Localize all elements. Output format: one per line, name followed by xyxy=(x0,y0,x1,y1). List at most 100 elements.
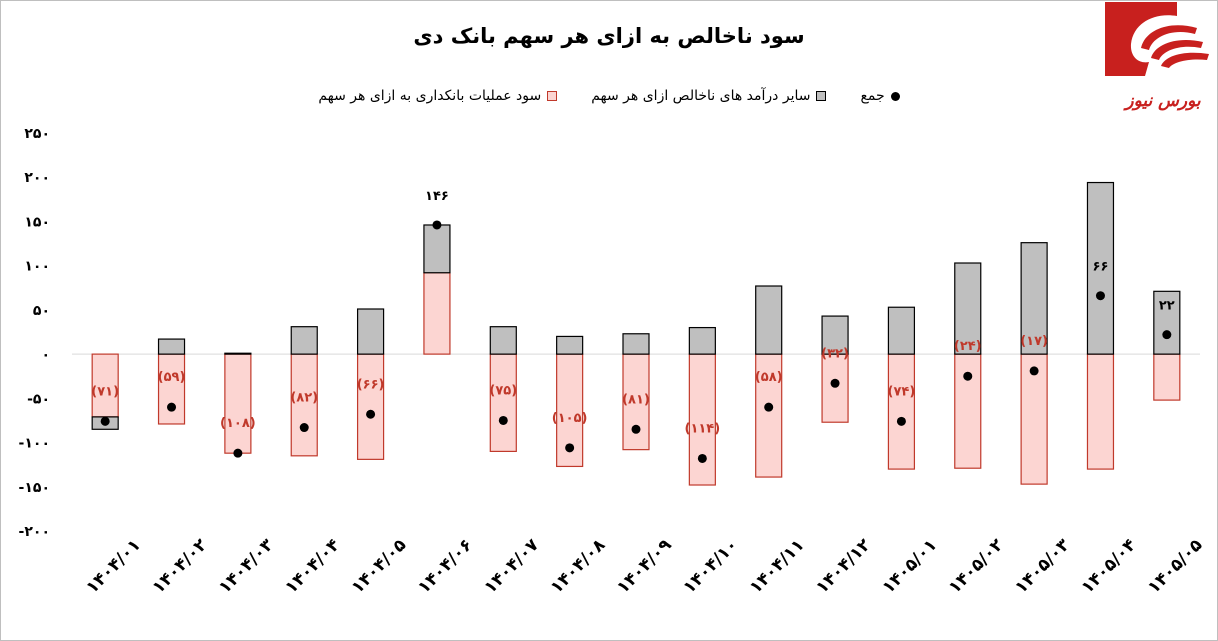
ops-data-label: (۵۸) xyxy=(755,370,783,385)
total-point xyxy=(631,424,641,434)
y-tick-label: ۱۰۰ xyxy=(24,259,50,275)
bar-banking-ops xyxy=(356,353,385,460)
y-tick-label: ۱۵۰ xyxy=(24,214,50,230)
bar-other-income xyxy=(688,326,716,355)
x-category-label: ۱۴۰۴/۰۲ xyxy=(149,535,212,598)
bar-banking-ops xyxy=(887,353,916,470)
x-category-label: ۱۴۰۴/۰۸ xyxy=(547,535,610,598)
bar-banking-ops xyxy=(423,272,451,355)
ops-data-label: (۸۱) xyxy=(622,392,650,407)
x-category-label: ۱۴۰۵/۰۳ xyxy=(1011,535,1074,598)
bar-banking-ops xyxy=(688,353,716,486)
logo-text: بورس نیوز xyxy=(1122,91,1201,111)
total-point xyxy=(1095,291,1105,301)
x-category-label: ۱۴۰۴/۰۴ xyxy=(281,535,344,598)
x-category-label: ۱۴۰۵/۰۴ xyxy=(1078,535,1141,598)
bar-other-income xyxy=(1020,242,1048,355)
x-category-label: ۱۴۰۵/۰۵ xyxy=(1144,535,1207,598)
total-point xyxy=(1162,330,1172,340)
x-category-label: ۱۴۰۴/۰۹ xyxy=(613,535,676,598)
total-point xyxy=(366,409,376,419)
total-point xyxy=(830,378,840,388)
total-point xyxy=(432,220,442,230)
y-tick-label: -۱۵۰ xyxy=(19,480,50,496)
y-tick-label: -۱۰۰ xyxy=(19,436,50,452)
ops-data-label: (۵۹) xyxy=(158,370,186,385)
y-tick-label: ۵۰ xyxy=(33,303,50,319)
bar-other-income xyxy=(290,326,318,355)
bar-other-income xyxy=(622,333,650,355)
x-category-label: ۱۴۰۴/۱۰ xyxy=(680,535,743,598)
total-point xyxy=(764,402,774,412)
bar-banking-ops xyxy=(290,353,318,457)
ops-data-label: (۷۴) xyxy=(888,384,916,399)
logo-mark xyxy=(1105,2,1177,76)
x-category-label: ۱۴۰۴/۰۳ xyxy=(215,535,278,598)
bar-other-income xyxy=(224,352,252,355)
ops-data-label: (۷۱) xyxy=(91,384,119,399)
bar-other-income xyxy=(489,326,517,355)
bar-other-income xyxy=(423,224,451,274)
ops-data-label: (۳۲) xyxy=(821,346,849,361)
legend-swatch-total xyxy=(890,91,900,101)
bar-other-income xyxy=(1086,181,1115,355)
legend-label-other-income: سایر درآمد های ناخالص ازای هر سهم xyxy=(591,88,811,104)
chart-title: سود ناخالص به ازای هر سهم بانک دی xyxy=(413,24,805,48)
total-point xyxy=(565,443,575,453)
x-category-label: ۱۴۰۴/۰۱ xyxy=(82,535,145,598)
total-point xyxy=(498,415,508,425)
bar-banking-ops xyxy=(954,353,982,469)
logo-swoosh-2 xyxy=(1151,39,1203,60)
legend-item-banking-ops: سود عملیات بانکداری به ازای هر سهم xyxy=(318,88,558,104)
ops-data-label: (۸۲) xyxy=(290,391,318,406)
logo-swoosh-1 xyxy=(1141,25,1197,50)
bar-other-income xyxy=(556,335,584,355)
bar-banking-ops xyxy=(224,353,252,454)
x-category-label: ۱۴۰۴/۰۶ xyxy=(414,535,477,598)
bar-banking-ops xyxy=(1153,353,1181,401)
bar-banking-ops xyxy=(1020,353,1048,485)
y-tick-label: ۰ xyxy=(41,347,50,363)
legend: جمع سایر درآمد های ناخالص ازای هر سهم سو… xyxy=(0,88,1218,104)
legend-swatch-other-income xyxy=(816,91,827,101)
total-point xyxy=(100,416,110,426)
ops-data-label: (۱۷) xyxy=(1020,334,1048,349)
total-point xyxy=(167,402,177,412)
total-data-label: ۱۴۶ xyxy=(425,189,449,204)
legend-swatch-banking-ops xyxy=(547,91,558,101)
bar-other-income xyxy=(755,285,783,355)
ops-data-label: (۱۰۸) xyxy=(220,416,256,431)
x-category-label: ۱۴۰۴/۱۲ xyxy=(812,535,875,598)
bar-other-income xyxy=(356,308,385,355)
total-point xyxy=(963,371,973,381)
total-point xyxy=(896,416,906,426)
bar-other-income xyxy=(1153,290,1181,355)
bar-banking-ops xyxy=(1086,353,1115,470)
y-tick-label: -۵۰ xyxy=(27,391,50,407)
x-category-label: ۱۴۰۵/۰۱ xyxy=(879,535,942,598)
legend-label-total: جمع xyxy=(860,88,885,104)
ops-data-label: (۲۴) xyxy=(954,339,982,354)
legend-item-total: جمع xyxy=(860,88,900,104)
total-point xyxy=(697,453,707,463)
y-tick-label: -۲۰۰ xyxy=(19,524,50,540)
bourse-news-logo: بورس نیوز xyxy=(1105,2,1209,111)
total-data-label: ۲۲ xyxy=(1159,299,1175,314)
ops-data-label: (۶۶) xyxy=(357,377,385,392)
legend-item-other-income: سایر درآمد های ناخالص ازای هر سهم xyxy=(591,88,827,104)
logo-swoosh-3 xyxy=(1161,52,1209,68)
ops-data-label: (۱۰۵) xyxy=(552,411,588,426)
y-tick-label: ۲۰۰ xyxy=(24,170,50,186)
bar-other-income xyxy=(954,262,982,355)
bar-banking-ops xyxy=(755,353,783,478)
x-category-label: ۱۴۰۵/۰۲ xyxy=(945,535,1008,598)
legend-label-banking-ops: سود عملیات بانکداری به ازای هر سهم xyxy=(318,88,542,104)
bar-other-income xyxy=(157,338,186,355)
bar-banking-ops xyxy=(157,353,186,425)
total-point xyxy=(1029,366,1039,376)
bar-other-income xyxy=(887,306,916,355)
bar-other-income xyxy=(821,315,849,355)
total-data-label: ۶۶ xyxy=(1093,260,1109,275)
